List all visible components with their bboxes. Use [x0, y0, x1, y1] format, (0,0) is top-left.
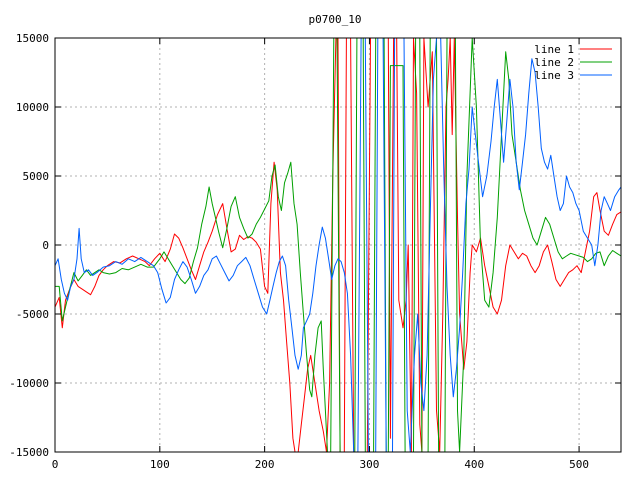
grid [55, 38, 621, 452]
y-tick-label: 10000 [16, 101, 49, 114]
axis-ticks: 0 100 200 300 400 500 -15000 -10000 -5000 0 5000 10… [9, 32, 621, 471]
y-tick-label: -5000 [16, 308, 49, 321]
legend-label: line 3 [534, 69, 574, 82]
series-line-2 [55, 38, 621, 452]
x-tick-label: 500 [569, 458, 589, 471]
series-group [55, 38, 621, 452]
y-tick-label: 0 [42, 239, 49, 252]
x-tick-label: 300 [360, 458, 380, 471]
y-tick-label: 15000 [16, 32, 49, 45]
x-tick-label: 0 [52, 458, 59, 471]
legend-label: line 2 [534, 56, 574, 69]
series-line-1 [55, 38, 621, 452]
x-tick-label: 100 [150, 458, 170, 471]
x-tick-label: 400 [464, 458, 484, 471]
chart-title: p0700_10 [309, 13, 362, 26]
y-tick-label: -10000 [9, 377, 49, 390]
y-tick-label: 5000 [23, 170, 50, 183]
series-line-3 [55, 38, 621, 452]
x-tick-label: 200 [255, 458, 275, 471]
y-tick-label: -15000 [9, 446, 49, 459]
legend-label: line 1 [534, 43, 574, 56]
